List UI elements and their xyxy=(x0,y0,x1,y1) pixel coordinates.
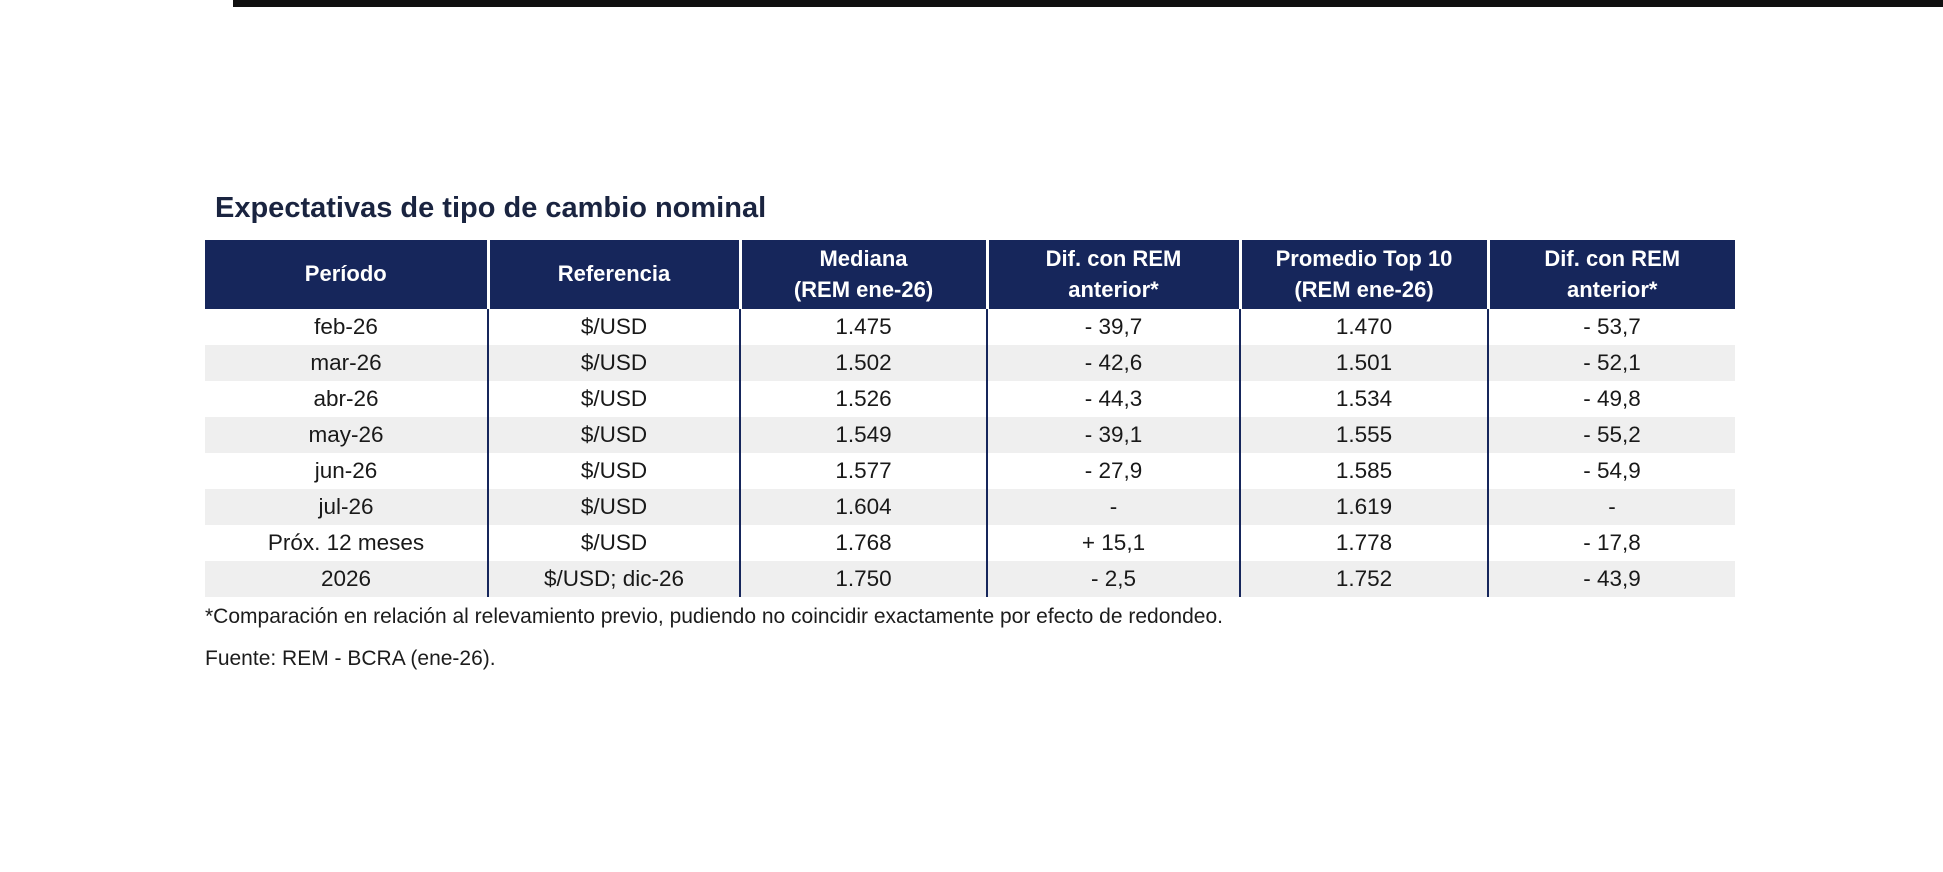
exchange-rate-expectations-table: Período Referencia Mediana (REM ene-26) Dif.… xyxy=(205,240,1735,597)
table-row: 2026 $/USD; dic-26 1.750- 2,5 1.752- 43,9 xyxy=(205,561,1735,597)
cell-mediana: 1.526 xyxy=(739,381,987,417)
table-row: mar-26 $/USD 1.502- 42,6 1.501- 52,1 xyxy=(205,345,1735,381)
cell-mediana: 1.502 xyxy=(739,345,987,381)
cell-dif-mediana: - 39,7 xyxy=(986,309,1240,345)
column-header-promedio-top10: Promedio Top 10 (REM ene-26) xyxy=(1238,240,1488,309)
table-row: feb-26 $/USD 1.475- 39,7 1.470- 53,7 xyxy=(205,309,1735,345)
cell-promedio-top10: 1.752 xyxy=(1239,561,1488,597)
column-header-dif-top10: Dif. con REM anterior* xyxy=(1486,240,1735,309)
column-header-line: Período xyxy=(304,261,387,287)
cell-promedio-top10: 1.534 xyxy=(1239,381,1488,417)
cell-periodo: jun-26 xyxy=(314,458,378,483)
window-top-edge xyxy=(233,0,1943,7)
cell-dif-mediana: - xyxy=(986,489,1240,525)
cell-dif-top10: - 52,1 xyxy=(1487,345,1735,381)
table-body: feb-26 $/USD 1.475- 39,7 1.470- 53,7 mar-26 $… xyxy=(205,309,1735,597)
column-header-line: Referencia xyxy=(557,261,671,287)
cell-mediana: 1.604 xyxy=(739,489,987,525)
cell-referencia: $/USD xyxy=(487,489,740,525)
cell-promedio-top10: 1.555 xyxy=(1239,417,1488,453)
cell-mediana: 1.577 xyxy=(739,453,987,489)
cell-periodo: mar-26 xyxy=(310,350,382,375)
column-header-line: Dif. con REM xyxy=(1045,245,1182,271)
cell-promedio-top10: 1.501 xyxy=(1239,345,1488,381)
cell-referencia: $/USD xyxy=(487,345,740,381)
cell-promedio-top10: 1.778 xyxy=(1239,525,1488,561)
column-header-line: anterior* xyxy=(1567,276,1658,302)
table-row: jun-26 $/USD 1.577- 27,9 1.585- 54,9 xyxy=(205,453,1735,489)
column-header-line: (REM ene-26) xyxy=(1294,276,1434,302)
cell-mediana: 1.475 xyxy=(739,309,987,345)
table-row: abr-26 $/USD 1.526- 44,3 1.534- 49,8 xyxy=(205,381,1735,417)
cell-periodo: abr-26 xyxy=(313,386,379,411)
cell-mediana: 1.549 xyxy=(739,417,987,453)
column-header-mediana: Mediana (REM ene-26) xyxy=(738,240,987,309)
cell-dif-mediana: + 15,1 xyxy=(986,525,1240,561)
cell-dif-top10: - 17,8 xyxy=(1487,525,1735,561)
column-header-line: Mediana xyxy=(819,245,908,271)
cell-periodo: jul-26 xyxy=(318,494,374,519)
cell-dif-top10: - 53,7 xyxy=(1487,309,1735,345)
cell-dif-mediana: - 39,1 xyxy=(986,417,1240,453)
cell-dif-top10: - 55,2 xyxy=(1487,417,1735,453)
cell-mediana: 1.768 xyxy=(739,525,987,561)
column-header-periodo: Período xyxy=(205,240,488,309)
column-header-line: anterior* xyxy=(1068,276,1159,302)
report-content: Expectativas de tipo de cambio nominal P… xyxy=(205,192,1740,671)
cell-dif-mediana: - 2,5 xyxy=(986,561,1240,597)
cell-mediana: 1.750 xyxy=(739,561,987,597)
cell-referencia: $/USD xyxy=(487,309,740,345)
table-row: Próx. 12 meses $/USD 1.768 + 15,1 1.778- 17,… xyxy=(205,525,1735,561)
column-header-dif-mediana: Dif. con REM anterior* xyxy=(985,240,1240,309)
cell-referencia: $/USD xyxy=(487,381,740,417)
cell-dif-top10: - xyxy=(1487,489,1735,525)
cell-dif-top10: - 54,9 xyxy=(1487,453,1735,489)
cell-promedio-top10: 1.619 xyxy=(1239,489,1488,525)
cell-referencia: $/USD xyxy=(487,525,740,561)
column-header-line: Promedio Top 10 xyxy=(1275,245,1453,271)
cell-referencia: $/USD; dic-26 xyxy=(487,561,740,597)
footnote: *Comparación en relación al relevamiento… xyxy=(205,605,1223,628)
table-row: may-26 $/USD 1.549- 39,1 1.555- 55,2 xyxy=(205,417,1735,453)
cell-referencia: $/USD xyxy=(487,417,740,453)
cell-referencia: $/USD xyxy=(487,453,740,489)
column-header-referencia: Referencia xyxy=(486,240,740,309)
cell-promedio-top10: 1.470 xyxy=(1239,309,1488,345)
table-header: Período Referencia Mediana (REM ene-26) Dif.… xyxy=(205,240,1735,309)
cell-dif-top10: - 43,9 xyxy=(1487,561,1735,597)
cell-dif-top10: - 49,8 xyxy=(1487,381,1735,417)
table-row: jul-26 $/USD 1.604-1.619- xyxy=(205,489,1735,525)
cell-periodo: Próx. 12 meses xyxy=(267,530,425,555)
page-title: Expectativas de tipo de cambio nominal xyxy=(215,192,767,224)
cell-periodo: may-26 xyxy=(308,422,384,447)
column-header-line: Dif. con REM xyxy=(1544,245,1681,271)
cell-periodo: feb-26 xyxy=(314,314,378,339)
header-row: Período Referencia Mediana (REM ene-26) Dif.… xyxy=(205,240,1735,309)
cell-promedio-top10: 1.585 xyxy=(1239,453,1488,489)
source-note: Fuente: REM - BCRA (ene-26). xyxy=(205,647,496,670)
cell-periodo: 2026 xyxy=(320,566,372,591)
cell-dif-mediana: - 27,9 xyxy=(986,453,1240,489)
column-header-line: (REM ene-26) xyxy=(793,276,934,302)
cell-dif-mediana: - 44,3 xyxy=(986,381,1240,417)
cell-dif-mediana: - 42,6 xyxy=(986,345,1240,381)
